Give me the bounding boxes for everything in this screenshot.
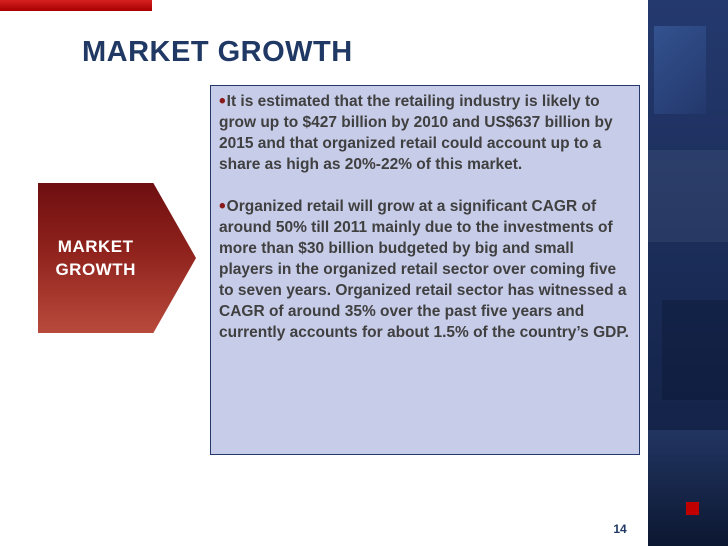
strip-square [662,300,728,400]
bullet-icon: • [219,91,226,112]
top-accent-bar [0,0,152,11]
arrow-label: MARKET GROWTH [38,235,153,281]
strip-square [648,150,728,242]
arrow-label-line2: GROWTH [55,260,136,279]
bullet-icon: • [219,196,226,217]
content-box: •It is estimated that the retailing indu… [210,85,640,455]
bullet-paragraph: •Organized retail will grow at a signifi… [219,196,629,343]
page-number: 14 [613,522,627,536]
slide-title: MARKET GROWTH [82,36,353,68]
bullet-paragraph: •It is estimated that the retailing indu… [219,91,629,175]
bullet-text: Organized retail will grow at a signific… [219,198,629,341]
strip-red-square [686,502,699,515]
strip-square [648,430,728,546]
arrow-label-line1: MARKET [57,237,134,256]
right-decoration-strip [648,0,728,546]
market-growth-arrow-shape: MARKET GROWTH [38,183,196,333]
bullet-text: It is estimated that the retailing indus… [219,93,613,173]
strip-square [654,26,706,114]
